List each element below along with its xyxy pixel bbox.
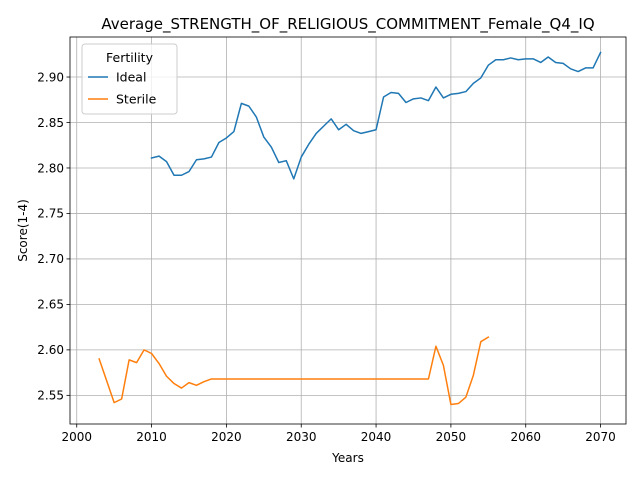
y-tick-label: 2.90 [37,70,64,84]
x-tick-label: 2070 [585,430,616,444]
x-tick-label: 2020 [211,430,242,444]
x-tick-label: 2060 [510,430,541,444]
y-tick-label: 2.55 [37,389,64,403]
legend-label-ideal: Ideal [116,70,146,85]
y-axis-ticks: 2.55 2.60 2.65 2.70 2.75 2.80 2.85 2.90 [37,70,70,403]
y-tick-label: 2.85 [37,116,64,130]
y-tick-label: 2.80 [37,161,64,175]
legend: Fertility Ideal Sterile [81,43,178,115]
x-tick-label: 2050 [436,430,467,444]
x-tick-label: 2000 [61,430,92,444]
series-line-sterile [98,336,490,406]
series-lines [98,51,602,406]
legend-title: Fertility [106,50,154,65]
x-axis-label: Years [331,451,364,465]
legend-label-sterile: Sterile [116,92,157,107]
x-tick-label: 2010 [136,430,167,444]
grid-lines [70,37,626,424]
plot-frame [69,36,627,425]
y-tick-label: 2.75 [37,207,64,221]
y-axis-label: Score(1-4) [16,199,30,262]
y-tick-label: 2.60 [37,343,64,357]
y-tick-label: 2.70 [37,252,64,266]
legend-box [81,43,178,115]
x-tick-label: 2030 [286,430,317,444]
chart-title: Average_STRENGTH_OF_RELIGIOUS_COMMITMENT… [101,15,594,34]
y-tick-label: 2.65 [37,298,64,312]
x-tick-label: 2040 [361,430,392,444]
x-axis-ticks: 2000 2010 2020 2030 2040 2050 2060 2070 [61,424,616,444]
series-line-ideal [150,51,602,180]
